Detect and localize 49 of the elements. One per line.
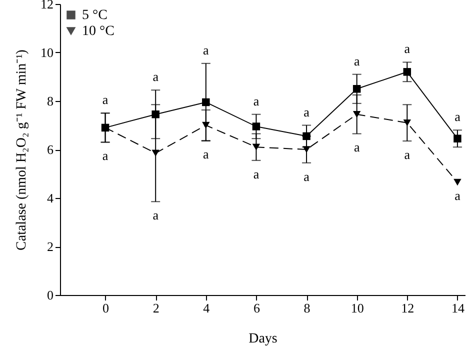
annotation: a [102,92,108,108]
annotation: a [404,41,410,56]
annotation: a [152,69,159,84]
point [152,150,160,156]
point [252,122,260,130]
point [302,132,310,140]
y-tick-label: 6 [47,142,54,157]
annotation: a [354,140,360,155]
y-tick-label: 8 [47,94,54,108]
x-axis-title: Days [248,332,278,346]
x-tick-label: 12 [401,300,414,316]
annotation: a [102,148,108,164]
annotation: a [304,168,310,184]
y-tick-label: 2 [47,239,54,254]
legend-label: 5 °C [82,8,108,23]
x-tick-label: 2 [152,300,160,316]
x-tick-label: 8 [304,300,310,316]
annotation: a [454,188,461,204]
annotation: a [253,166,260,182]
x-tick-label: 0 [102,300,110,316]
annotation: a [253,93,260,108]
x-tick-label: 4 [203,300,210,316]
point [202,122,210,129]
point [403,68,412,76]
legend-label: 10 °C [82,24,114,39]
annotation: a [404,147,410,162]
y-tick-label: 0 [47,288,54,302]
y-tick-label: 12 [40,0,54,12]
x-tick-label: 6 [253,300,260,316]
x-tick-label: 14 [451,300,465,316]
point [152,110,160,118]
x-tick-label: 10 [350,300,364,316]
annotation: a [304,104,310,120]
y-axis-title: Catalase (nmol H₂O₂ g⁻¹ FW min⁻¹) [14,49,30,250]
point [352,85,361,93]
annotation: a [454,109,461,124]
point [302,146,310,153]
point [202,98,210,106]
annotation: a [152,208,159,223]
point [252,144,260,150]
annotation: a [203,42,210,58]
annotation: a [203,146,210,162]
y-tick-label: 4 [47,190,54,206]
point [352,110,361,118]
annotation: a [354,53,360,68]
point [454,134,462,142]
point [403,119,412,126]
point [454,178,462,186]
y-tick-label: 10 [40,45,54,60]
